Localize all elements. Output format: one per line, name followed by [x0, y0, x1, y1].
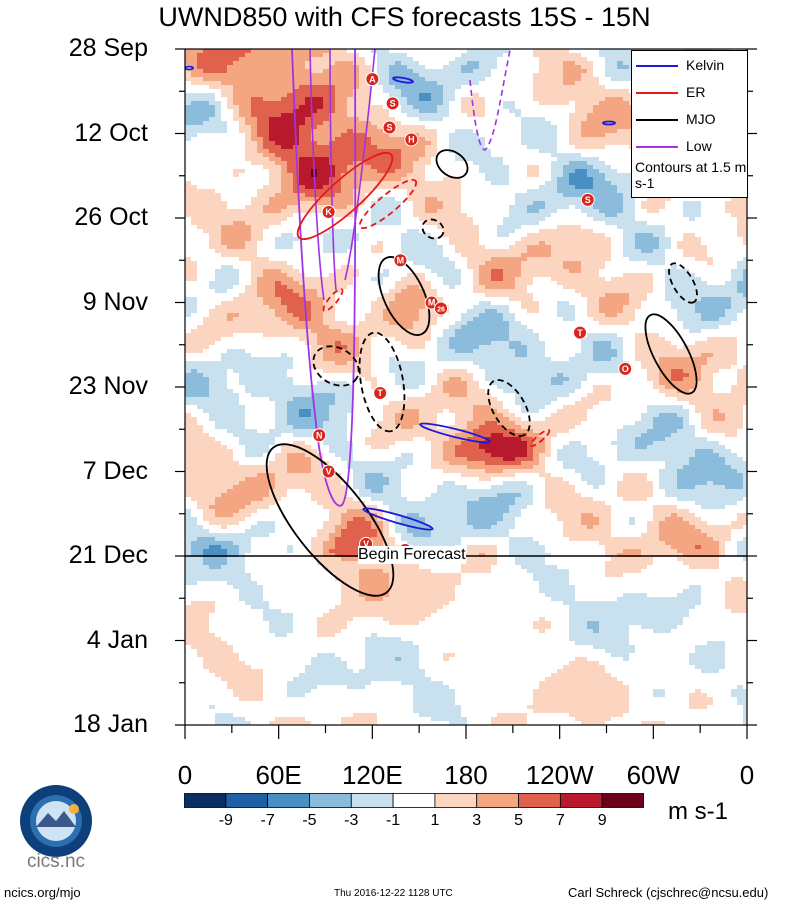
colorbar-tick-label: 7 [555, 812, 565, 829]
legend-swatch [636, 65, 678, 67]
x-tick-label: 180 [444, 760, 488, 790]
tc-marker: V [321, 464, 336, 479]
legend-swatch [636, 146, 678, 148]
legend-item: Kelvin [632, 57, 747, 75]
y-tick-label: 21 Dec [68, 541, 148, 569]
tc-marker: S [385, 96, 400, 111]
colorbar-tick-label: 1 [430, 812, 440, 829]
colorbar-swatch [392, 793, 436, 808]
colorbar-swatch [309, 793, 352, 808]
x-tick-label: 120W [525, 760, 594, 790]
wave-contours [185, 49, 698, 597]
colorbar-swatch [518, 793, 561, 808]
tc-marker: A [365, 72, 380, 87]
colorbar-swatch [350, 793, 394, 808]
tc-marker: T [572, 325, 587, 340]
colorbar-tick-label: -3 [344, 812, 359, 829]
colorbar-tick-label: 3 [472, 812, 482, 829]
colorbar-tick-label: 5 [514, 812, 523, 829]
cics-nc-logo: cics.nc [20, 785, 92, 872]
footer-timestamp: Thu 2016-12-22 1128 UTC [334, 888, 453, 899]
y-tick-label: 26 Oct [74, 203, 148, 231]
tc-marker: K [321, 204, 336, 219]
colorbar-swatch [267, 793, 310, 808]
y-tick-label: 4 Jan [86, 625, 148, 654]
legend-swatch [636, 119, 678, 121]
y-tick-label: 9 Nov [82, 287, 148, 316]
x-tick-label: 60W [626, 760, 681, 790]
colorbar-tick-label: -1 [385, 812, 401, 829]
x-tick-label: 120E [341, 760, 403, 790]
legend: Kelvin ER MJO Low Contours at 1.5 m s-1 [631, 50, 748, 198]
axis-ticks [175, 48, 757, 739]
colorbar-swatch [601, 793, 644, 808]
tc-marker: O [618, 361, 633, 376]
footer-author: Carl Schreck (cjschrec@ncsu.edu) [568, 885, 769, 900]
colorbar-swatch [476, 793, 519, 808]
footer-website[interactable]: ncics.org/mjo [4, 885, 81, 900]
y-tick-label: 18 Jan [72, 710, 148, 738]
tc-marker: M [393, 253, 408, 268]
legend-swatch [636, 92, 678, 94]
tc-marker: H [404, 132, 419, 147]
tc-marker: N [312, 428, 327, 443]
x-tick-label: 0 [739, 760, 755, 790]
tc-marker: S [580, 192, 595, 207]
colorbar-tick-label: -7 [260, 812, 275, 829]
begin-forecast-label: Begin Forecast [358, 546, 466, 564]
legend-label: Kelvin [686, 57, 725, 73]
legend-item: MJO [632, 111, 747, 129]
legend-label: MJO [686, 111, 716, 127]
colorbar-tick-label: 9 [597, 812, 607, 829]
tc-marker: 26 [434, 301, 449, 316]
y-tick-label: 28 Sep [68, 34, 148, 62]
colorbar-swatch [434, 793, 478, 808]
colorbar-swatch [184, 793, 227, 808]
colorbar-swatch [559, 793, 603, 808]
legend-label: Low [686, 138, 712, 154]
y-tick-label: 23 Nov [68, 372, 148, 400]
tc-marker: S [382, 120, 397, 135]
y-tick-label: 7 Dec [82, 456, 148, 485]
x-tick-label: 60E [255, 760, 302, 790]
legend-label: ER [686, 84, 706, 100]
legend-item: Low [632, 138, 747, 156]
legend-item: ER [632, 84, 747, 102]
colorbar [184, 793, 644, 808]
x-tick-label: 0 [177, 760, 193, 790]
colorbar-tick-label: -5 [302, 812, 317, 829]
chart-title: UWND850 with CFS forecasts 15S - 15N [158, 2, 651, 32]
colorbar-swatch [225, 793, 269, 808]
contour-note: Contours at 1.5 m s-1 [635, 159, 747, 191]
y-tick-label: 12 Oct [74, 118, 148, 147]
colorbar-units: m s-1 [668, 798, 728, 825]
tc-marker: T [373, 386, 388, 401]
colorbar-tick-label: -9 [218, 812, 233, 829]
